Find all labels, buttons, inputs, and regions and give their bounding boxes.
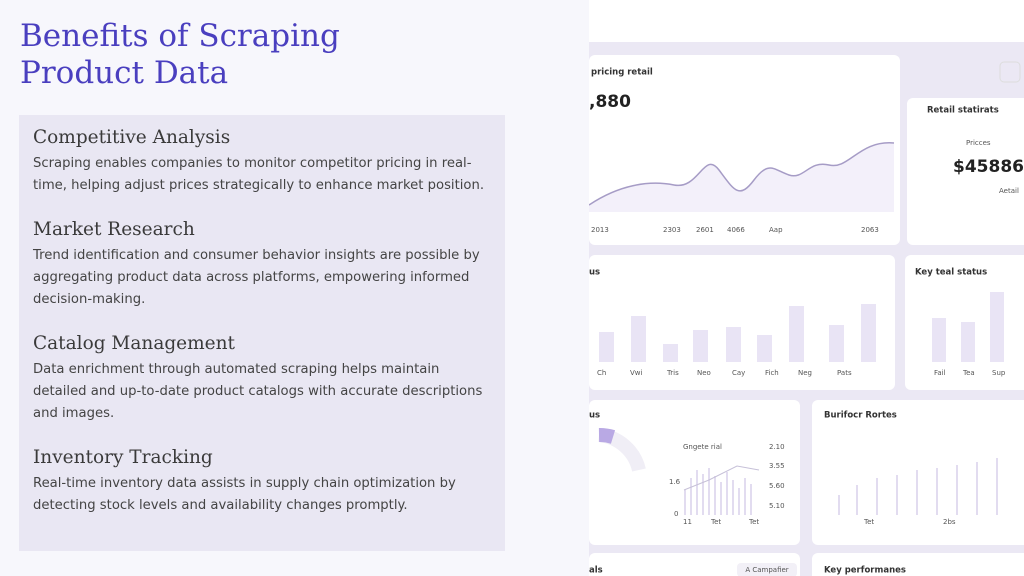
dashboard-text: 1.6 <box>669 478 681 486</box>
dashboard-text: Fail <box>934 369 946 377</box>
section: Catalog Management Data enrichment throug… <box>33 331 491 425</box>
dashboard-text: us <box>589 411 600 421</box>
dashboard-text: Sup <box>992 369 1006 377</box>
mini-bars <box>684 458 998 515</box>
dashboard-text: Tet <box>748 518 759 526</box>
dashboard-text: 2013 <box>591 226 609 234</box>
dashboard-text: pricing retail <box>591 68 653 78</box>
donut-part <box>598 428 616 444</box>
dashboard-text: Key teal status <box>915 268 987 278</box>
dashboard-image: pricing retail ,880 2013 2303 2601 4066 Aap 206… <box>589 0 1024 576</box>
dashboard-text: 2.10 <box>769 443 785 451</box>
card <box>907 98 1024 245</box>
dashboard-text: 3.55 <box>769 462 785 470</box>
button <box>999 61 1021 83</box>
dashboard-text: als <box>589 566 603 576</box>
dashboard-text: Neo <box>697 369 711 377</box>
dashboard-text: us <box>589 268 600 278</box>
dashboard-text: Aap <box>769 226 783 234</box>
card <box>812 553 1024 576</box>
dashboard-text: Ch <box>597 369 606 377</box>
benefits-box: Competitive Analysis Scraping enables com… <box>19 115 505 551</box>
dashboard-text: Pats <box>837 369 852 377</box>
mini-line <box>683 465 760 491</box>
section-body: Scraping enables companies to monitor co… <box>33 156 485 193</box>
dashboard-text: Key performanes <box>824 566 906 576</box>
dashboard-text: 4066 <box>727 226 745 234</box>
card <box>812 400 1024 545</box>
section-heading: Market Research <box>33 219 195 240</box>
section-heading: Inventory Tracking <box>33 447 213 468</box>
dashboard-text: Fich <box>765 369 779 377</box>
dashboard-text: 11 <box>683 518 692 526</box>
dashboard-text: 5.60 <box>769 482 785 490</box>
dashboard-text: 5.10 <box>769 502 785 510</box>
dashboard-text: Neg <box>798 369 812 377</box>
dashboard-text: ,880 <box>589 92 631 112</box>
dashboard-text: Pricces <box>966 139 991 147</box>
area <box>589 142 894 212</box>
dashboard-text: 2601 <box>696 226 714 234</box>
section-heading: Catalog Management <box>33 333 235 354</box>
dashboard-text: Tea <box>962 369 975 377</box>
dashboard-text: Gngete rial <box>683 443 722 451</box>
dashboard-text: 0 <box>674 510 678 518</box>
dashboard-text: Tet <box>863 518 874 526</box>
dashboard-text: Tris <box>666 369 679 377</box>
dashboard-text: Cay <box>732 369 745 377</box>
dashboard-text: Tet <box>710 518 721 526</box>
button <box>737 563 797 576</box>
dashboard-text: Retail statirats <box>927 106 999 116</box>
dashboard-text: Aetail <box>999 187 1019 195</box>
title: Benefits of Scraping Product Data <box>20 18 340 91</box>
dashboard-text: A Campafier <box>745 566 788 574</box>
dashboard-text: Vwi <box>630 369 643 377</box>
section-heading: Competitive Analysis <box>33 127 231 148</box>
section: Inventory Tracking Real-time inventory da… <box>33 445 491 517</box>
section: Market Research Trend identification and … <box>33 217 491 311</box>
section-body: Data enrichment through automated scrapi… <box>33 362 483 421</box>
trend-line <box>589 142 895 206</box>
section-body: Trend identification and consumer behavi… <box>33 248 480 307</box>
section: Competitive Analysis Scraping enables com… <box>33 125 491 197</box>
dashboard-text: 2303 <box>663 226 681 234</box>
dashboard-text: $45886 <box>953 157 1024 177</box>
dashboard-text: 2bs <box>943 518 956 526</box>
bars <box>599 292 1004 362</box>
card <box>589 55 900 245</box>
card <box>589 400 800 545</box>
dashboard-text: Burifocr Rortes <box>824 411 897 421</box>
section-body: Real-time inventory data assists in supp… <box>33 476 456 513</box>
dashboard-text: 2063 <box>861 226 879 234</box>
